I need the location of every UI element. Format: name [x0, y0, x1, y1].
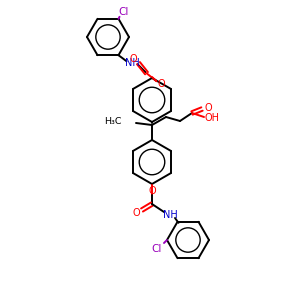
Text: O: O [130, 54, 137, 64]
Text: NH: NH [125, 58, 140, 68]
Text: O: O [148, 186, 156, 196]
Text: OH: OH [205, 113, 220, 123]
Text: Cl: Cl [118, 7, 129, 17]
Text: NH: NH [163, 210, 177, 220]
Text: Cl: Cl [152, 244, 162, 254]
Text: O: O [204, 103, 212, 113]
Text: H₃C: H₃C [104, 118, 122, 127]
Text: O: O [158, 79, 165, 89]
Text: O: O [132, 208, 140, 218]
